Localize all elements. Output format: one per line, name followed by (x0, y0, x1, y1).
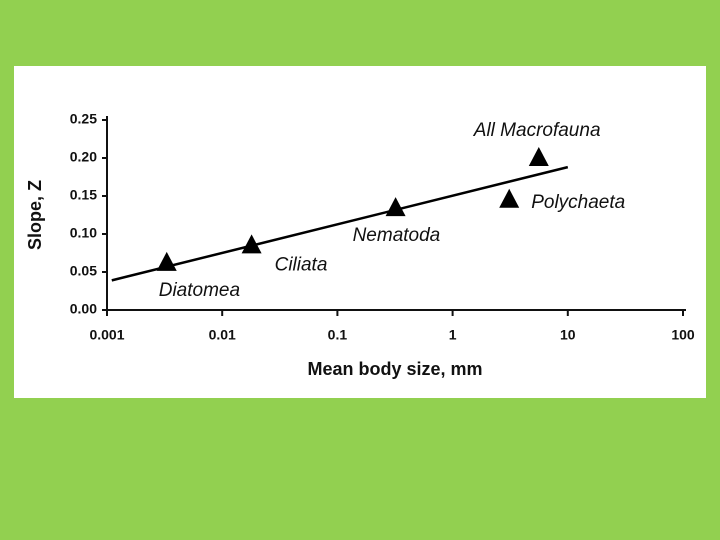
point-label: Nematoda (353, 225, 441, 246)
point (528, 147, 549, 166)
y-tick-label: 0.00 (70, 301, 97, 317)
y-axis-label: Slope, Z (25, 180, 45, 250)
point (499, 188, 520, 208)
y-tick-label: 0.25 (70, 111, 97, 127)
y-tick-label: 0.15 (70, 187, 97, 203)
y-tick-label: 0.10 (70, 225, 97, 241)
x-tick-label: 10 (560, 327, 576, 343)
point (385, 197, 406, 217)
y-tick-label: 0.20 (70, 149, 97, 165)
x-tick-label: 100 (671, 327, 695, 343)
x-axis-label: Mean body size, mm (307, 359, 482, 379)
point-label: Diatomea (159, 280, 240, 301)
point-label: Polychaeta (531, 192, 625, 213)
point-label: Ciliata (275, 254, 328, 275)
panel (14, 66, 706, 398)
x-tick-label: 0.1 (328, 327, 348, 343)
point-label: All Macrofauna (473, 120, 601, 141)
point (241, 234, 262, 254)
x-tick-label: 1 (449, 327, 457, 343)
x-tick-label: 0.01 (209, 327, 236, 343)
trend-line (111, 165, 569, 282)
y-tick-label: 0.05 (70, 263, 97, 279)
x-tick-label: 0.001 (89, 327, 124, 343)
point (156, 251, 177, 271)
